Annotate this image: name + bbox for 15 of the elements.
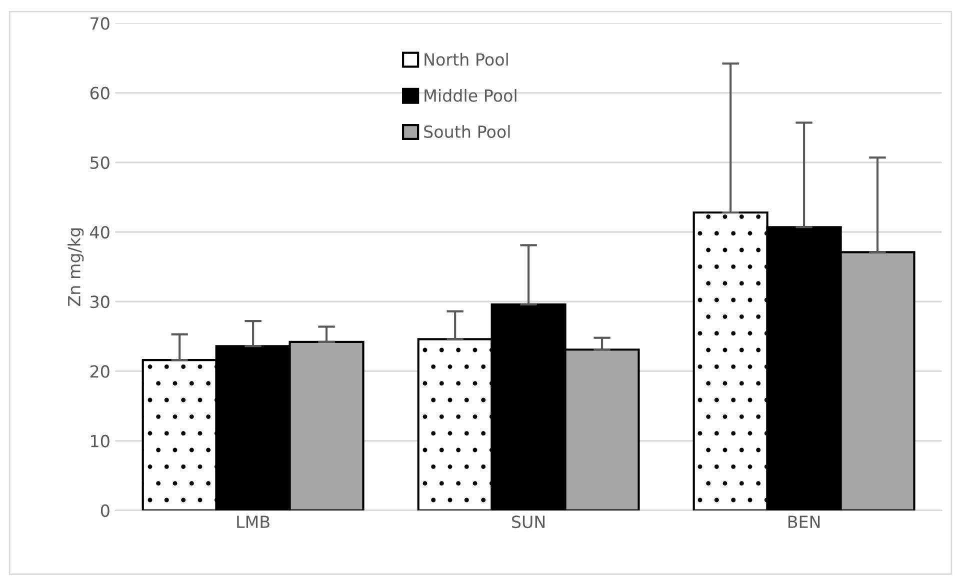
y-tick-label: 30 (90, 296, 110, 308)
legend-label: South Pool (424, 125, 510, 138)
legend-label: Middle Pool (424, 88, 516, 102)
y-axis-title: Zn mg/kg (68, 228, 84, 306)
y-tick-label: 40 (90, 226, 110, 239)
y-tick-label: 20 (90, 365, 110, 378)
legend-label: North Pool (424, 52, 508, 66)
x-tick-label: BEN (788, 516, 820, 528)
x-tick-label: SUN (512, 516, 545, 528)
y-tick-label: 70 (90, 17, 110, 30)
x-tick-label: LMB (237, 516, 270, 528)
y-tick-label: 50 (90, 156, 110, 169)
y-tick-label: 0 (100, 504, 110, 517)
y-tick-label: 10 (91, 434, 110, 448)
y-tick-label: 60 (90, 86, 110, 100)
